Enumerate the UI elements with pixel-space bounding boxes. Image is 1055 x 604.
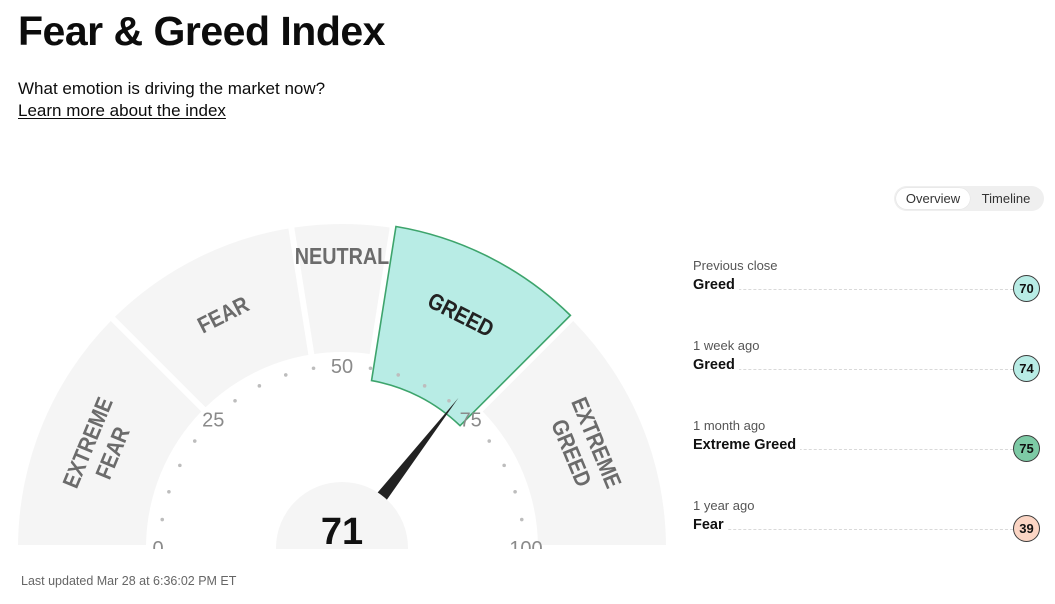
- page-title: Fear & Greed Index: [18, 8, 385, 54]
- gauge-segment-fear: [115, 228, 309, 408]
- history-value-badge: 75: [1013, 435, 1040, 462]
- history-label: 1 week ago: [693, 338, 760, 353]
- gauge-tick-dot: [160, 517, 165, 522]
- gauge-tick-dot: [283, 373, 288, 377]
- gauge-tick-label: 75: [460, 409, 482, 431]
- gauge-segment-greed: [370, 225, 572, 427]
- history-rating: Fear: [693, 516, 728, 534]
- history-label: 1 month ago: [693, 418, 766, 433]
- history-label: Previous close: [693, 258, 778, 273]
- gauge-tick-dot: [257, 384, 262, 388]
- dashed-divider: [693, 529, 1013, 530]
- learn-more-link[interactable]: Learn more about the index: [18, 101, 226, 120]
- gauge-tick-dot: [519, 517, 524, 522]
- history-rating: Extreme Greed: [693, 436, 801, 454]
- dashed-divider: [693, 289, 1013, 290]
- gauge-segment-neutral: [294, 224, 390, 354]
- gauge-tick-dot: [311, 366, 316, 371]
- history-value-badge: 74: [1013, 355, 1040, 382]
- gauge-needle: [375, 397, 459, 503]
- last-updated: Last updated Mar 28 at 6:36:02 PM ET: [21, 574, 237, 588]
- history-list: Previous close Greed 70 1 week ago Greed…: [693, 258, 1043, 578]
- gauge-tick-label: 50: [331, 356, 353, 378]
- history-item: 1 year ago Fear 39: [693, 498, 1043, 578]
- toggle-overview[interactable]: Overview: [896, 188, 970, 209]
- history-value-badge: 39: [1013, 515, 1040, 542]
- gauge-tick-dot: [396, 373, 401, 377]
- gauge-tick-dot: [368, 366, 373, 371]
- view-toggle: Overview Timeline: [894, 186, 1044, 211]
- gauge-tick-dot: [513, 489, 517, 494]
- history-value-badge: 70: [1013, 275, 1040, 302]
- gauge-segment-extreme-greed: [482, 321, 666, 546]
- gauge-tick-dot: [447, 398, 451, 403]
- dashed-divider: [693, 449, 1013, 450]
- gauge-value: 71: [321, 511, 363, 553]
- gauge-tick-dot: [192, 439, 197, 443]
- gauge-tick-dot: [178, 463, 182, 468]
- gauge-tick-dot: [167, 489, 171, 494]
- page-subtitle: What emotion is driving the market now?: [18, 79, 326, 98]
- gauge-tick-dot: [502, 463, 506, 468]
- gauge-segment-extreme-fear: [18, 321, 202, 546]
- history-item: 1 month ago Extreme Greed 75: [693, 418, 1043, 498]
- gauge-tick-label: 25: [202, 409, 224, 431]
- gauge-segment-label: NEUTRAL: [295, 244, 389, 270]
- gauge-tick-dot: [422, 384, 427, 388]
- history-rating: Greed: [693, 356, 739, 374]
- gauge-tick-dot: [233, 398, 237, 403]
- history-item: Previous close Greed 70: [693, 258, 1043, 338]
- gauge-tick-dot: [487, 439, 492, 443]
- toggle-timeline[interactable]: Timeline: [981, 191, 1031, 206]
- history-label: 1 year ago: [693, 498, 755, 513]
- history-item: 1 week ago Greed 74: [693, 338, 1043, 418]
- dashed-divider: [693, 369, 1013, 370]
- history-rating: Greed: [693, 276, 739, 294]
